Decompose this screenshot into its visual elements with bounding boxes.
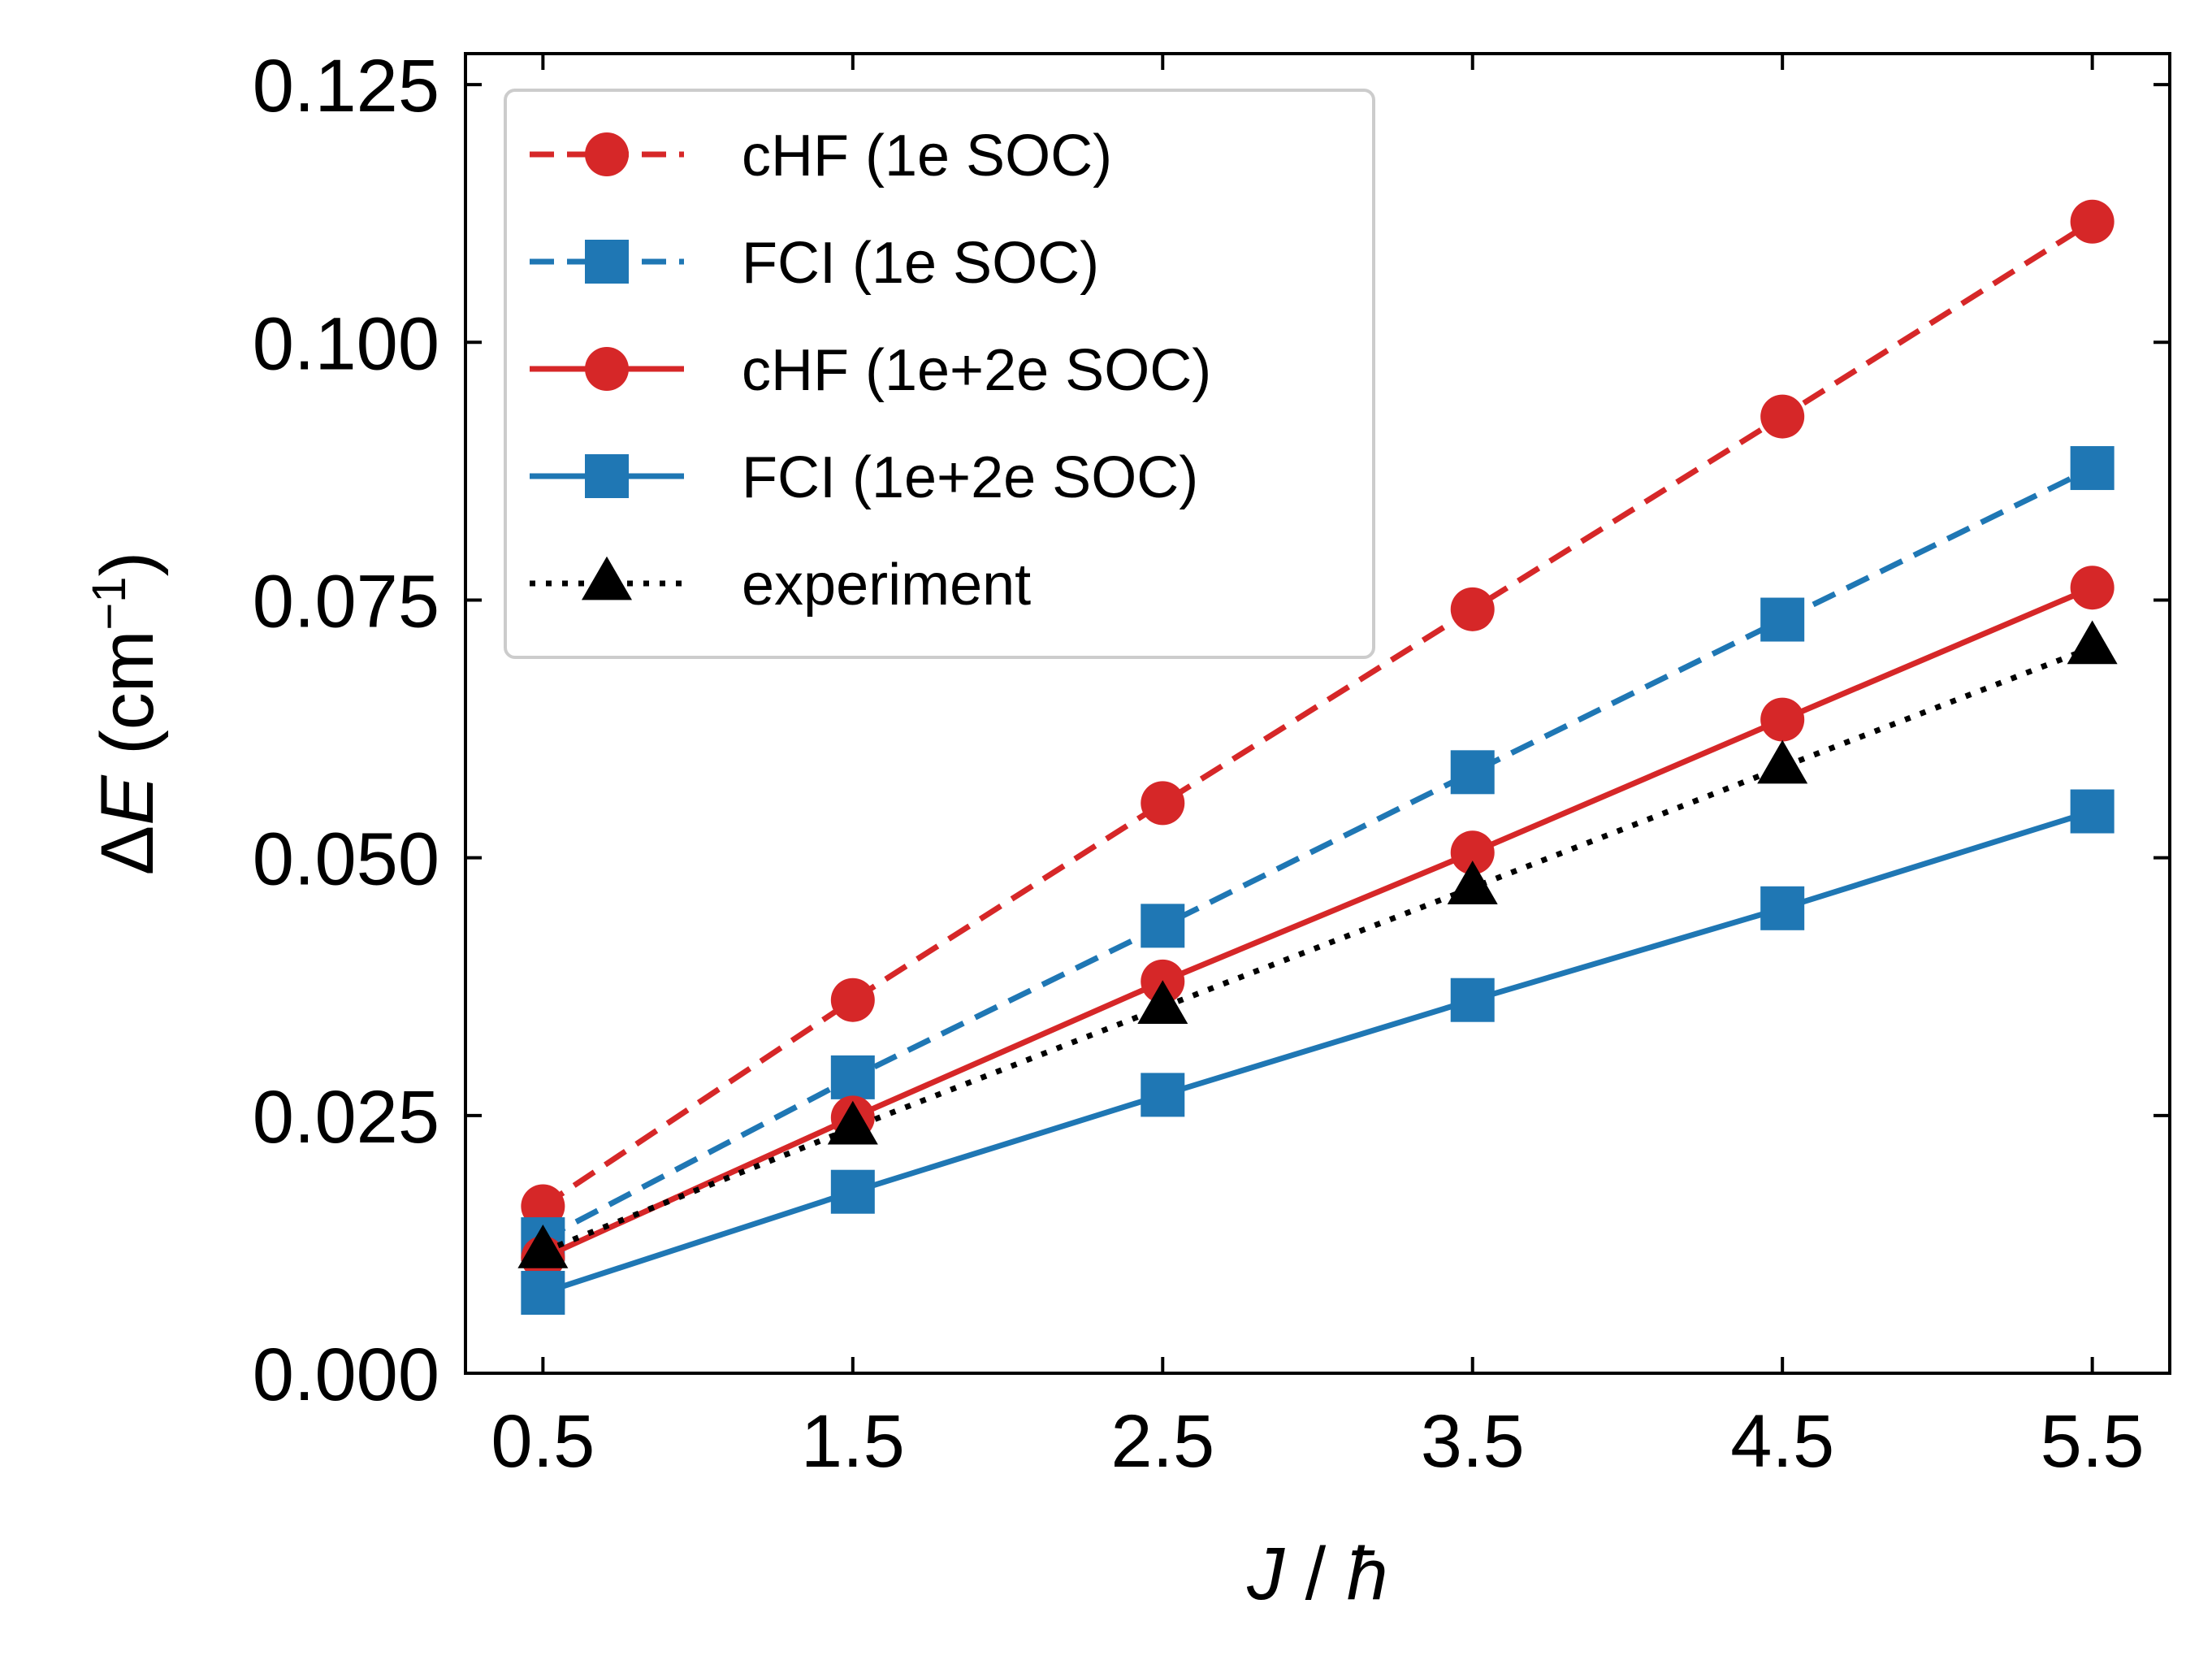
y-axis-symbol: E bbox=[86, 774, 169, 826]
data-point bbox=[830, 978, 875, 1022]
data-point bbox=[1757, 739, 1808, 784]
data-point bbox=[1760, 394, 1805, 439]
x-axis-title: J / ħ bbox=[1246, 1532, 1388, 1615]
y-axis-unit-close: ) bbox=[86, 552, 169, 577]
data-point bbox=[1450, 587, 1495, 631]
data-point bbox=[1450, 978, 1495, 1022]
data-point bbox=[1141, 781, 1185, 826]
y-axis-unit-open: (cm bbox=[86, 631, 169, 776]
legend: cHF (1e SOC) FCI (1e SOC) cHF (1e+2e SOC) F… bbox=[504, 89, 1375, 659]
data-point bbox=[830, 1055, 875, 1099]
series-line bbox=[542, 644, 2093, 1255]
data-point bbox=[517, 1224, 569, 1268]
y-tick-label: 0.125 bbox=[253, 45, 439, 128]
legend-swatch-marker bbox=[585, 454, 629, 498]
data-point bbox=[827, 1100, 878, 1145]
series-4 bbox=[517, 620, 2118, 1268]
series-line bbox=[541, 584, 2094, 1261]
legend-label: FCI (1e SOC) bbox=[742, 231, 1099, 296]
data-point bbox=[1760, 697, 1805, 742]
legend-box bbox=[504, 89, 1375, 659]
data-point bbox=[521, 1184, 565, 1229]
legend-swatch-marker bbox=[582, 556, 632, 600]
data-point bbox=[2070, 446, 2115, 491]
ticks-layer: 0.5 1.5 2.5 3.5 4.5 5.5 0.000 0.025 0.050 0.075 0.… bbox=[253, 45, 2170, 1483]
x-tick-label: 3.5 bbox=[1421, 1400, 1525, 1483]
series-line bbox=[541, 219, 2094, 1209]
legend-swatch-marker bbox=[585, 347, 629, 391]
data-point bbox=[1137, 980, 1188, 1024]
y-axis-title: ΔE (cm−1) bbox=[83, 552, 169, 875]
x-axis-unit: ħ bbox=[1347, 1532, 1388, 1615]
y-axis-prefix: Δ bbox=[86, 826, 169, 875]
data-point bbox=[1447, 861, 1498, 904]
data-point bbox=[1450, 830, 1495, 875]
y-tick-label: 0.000 bbox=[253, 1333, 439, 1416]
x-axis-symbol: J bbox=[1246, 1532, 1285, 1615]
legend-swatch-marker bbox=[585, 240, 629, 284]
series-line bbox=[542, 808, 2093, 1296]
x-tick-label: 5.5 bbox=[2041, 1400, 2145, 1483]
legend-label: cHF (1e SOC) bbox=[742, 124, 1112, 189]
series-3 bbox=[521, 789, 2115, 1316]
data-point bbox=[2070, 566, 2115, 610]
data-point bbox=[521, 1271, 565, 1316]
series-line bbox=[541, 465, 2094, 1242]
data-point bbox=[830, 1169, 875, 1214]
y-tick-label: 0.050 bbox=[253, 818, 439, 901]
data-point bbox=[1450, 750, 1495, 795]
x-tick-label: 4.5 bbox=[1730, 1400, 1834, 1483]
data-point bbox=[1760, 597, 1805, 642]
data-point bbox=[2070, 789, 2115, 834]
x-tick-label: 1.5 bbox=[801, 1400, 905, 1483]
y-tick-label: 0.075 bbox=[253, 560, 439, 643]
data-point bbox=[2070, 199, 2115, 244]
legend-label: experiment bbox=[742, 553, 1031, 618]
data-point bbox=[1760, 886, 1805, 930]
x-axis-sep: / bbox=[1284, 1532, 1347, 1615]
plot-frame bbox=[464, 52, 2171, 1375]
legend-label: cHF (1e+2e SOC) bbox=[742, 338, 1211, 403]
legend-swatch-marker bbox=[585, 132, 629, 176]
data-point bbox=[2067, 620, 2118, 665]
x-tick-label: 0.5 bbox=[491, 1400, 595, 1483]
x-tick-label: 2.5 bbox=[1110, 1400, 1214, 1483]
data-point bbox=[1141, 904, 1185, 948]
data-point bbox=[1141, 1073, 1185, 1117]
y-tick-label: 0.100 bbox=[253, 302, 439, 385]
y-axis-unit-exponent: −1 bbox=[83, 576, 136, 630]
legend-label: FCI (1e+2e SOC) bbox=[742, 445, 1198, 510]
series-layer bbox=[517, 199, 2118, 1316]
y-tick-label: 0.025 bbox=[253, 1076, 439, 1159]
series-0 bbox=[521, 199, 2115, 1229]
